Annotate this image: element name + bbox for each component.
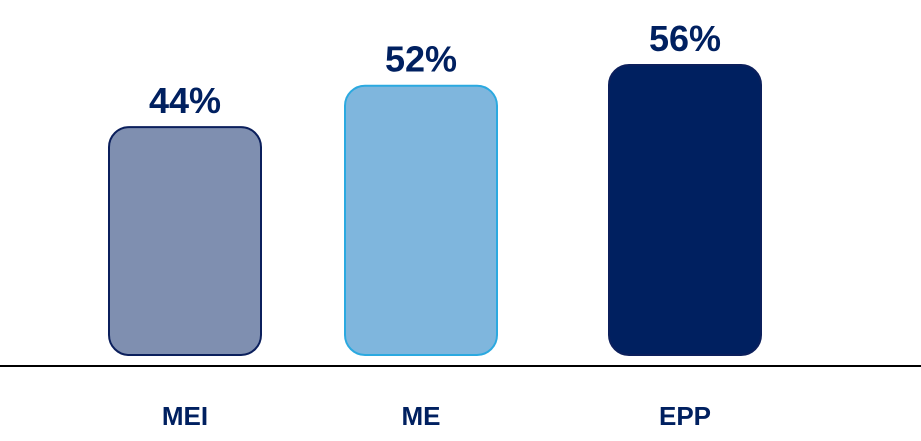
category-label-epp: EPP <box>659 401 711 431</box>
labels-group: 44% MEI 52% ME 56% EPP <box>149 18 721 431</box>
value-label-epp: 56% <box>649 18 721 59</box>
value-label-me: 52% <box>385 39 457 80</box>
value-label-mei: 44% <box>149 80 221 121</box>
bar-me <box>344 84 498 356</box>
bars-group <box>108 64 762 357</box>
category-label-mei: MEI <box>162 401 208 431</box>
category-label-me: ME <box>402 401 441 431</box>
bar-epp <box>608 64 762 356</box>
bar-mei <box>108 126 262 357</box>
